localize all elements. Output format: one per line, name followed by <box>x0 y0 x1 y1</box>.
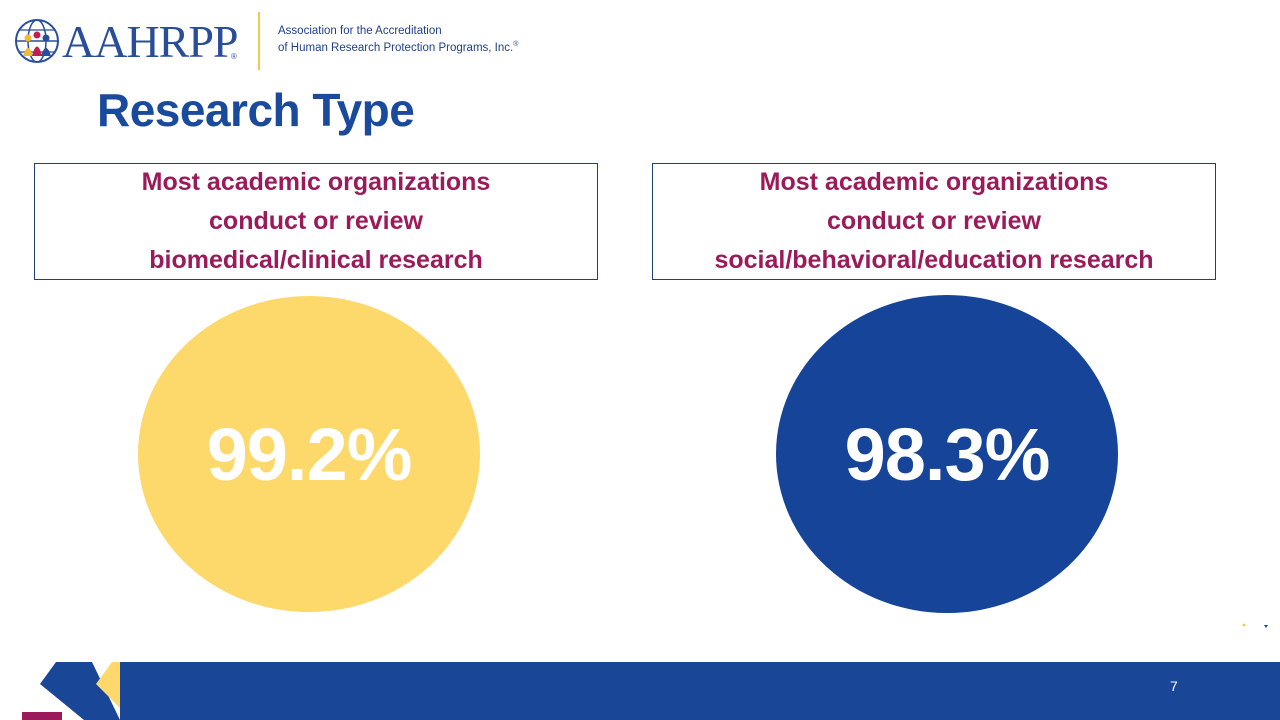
registered-mark: ® <box>231 52 237 61</box>
globe-people-icon <box>15 19 59 63</box>
caption-box-social-behavioral: Most academic organizations conduct or r… <box>652 163 1216 280</box>
page-number: 7 <box>1170 678 1178 694</box>
caption-line: Most academic organizations <box>141 168 491 196</box>
stat-value: 98.3% <box>844 412 1051 496</box>
stat-circle-social-behavioral: 98.3% <box>776 295 1118 613</box>
caption-line: social/behavioral/education research <box>714 246 1154 274</box>
logo-wordmark: AAHRPP <box>62 16 239 67</box>
tagline-line-1: Association for the Accreditation <box>278 25 442 37</box>
caption-line: biomedical/clinical research <box>149 246 483 274</box>
logo-divider <box>258 12 260 70</box>
stat-value: 99.2% <box>206 412 413 496</box>
aahrpp-logo: AAHRPP ® Association for the Accreditati… <box>14 12 554 74</box>
caption-line: Most academic organizations <box>759 168 1109 196</box>
stat-circle-biomedical: 99.2% <box>138 296 480 612</box>
tagline-line-2: of Human Research Protection Programs, I… <box>278 41 519 54</box>
caption-box-biomedical: Most academic organizations conduct or r… <box>34 163 598 280</box>
caption-line: conduct or review <box>827 207 1041 235</box>
caption-line: conduct or review <box>209 207 423 235</box>
logo-tagline: Association for the Accreditation of Hum… <box>278 24 518 55</box>
footer-band <box>0 662 1280 720</box>
slide-title: Research Type <box>97 84 415 136</box>
footer-bar <box>120 662 1280 720</box>
decorative-dots <box>1242 623 1268 628</box>
